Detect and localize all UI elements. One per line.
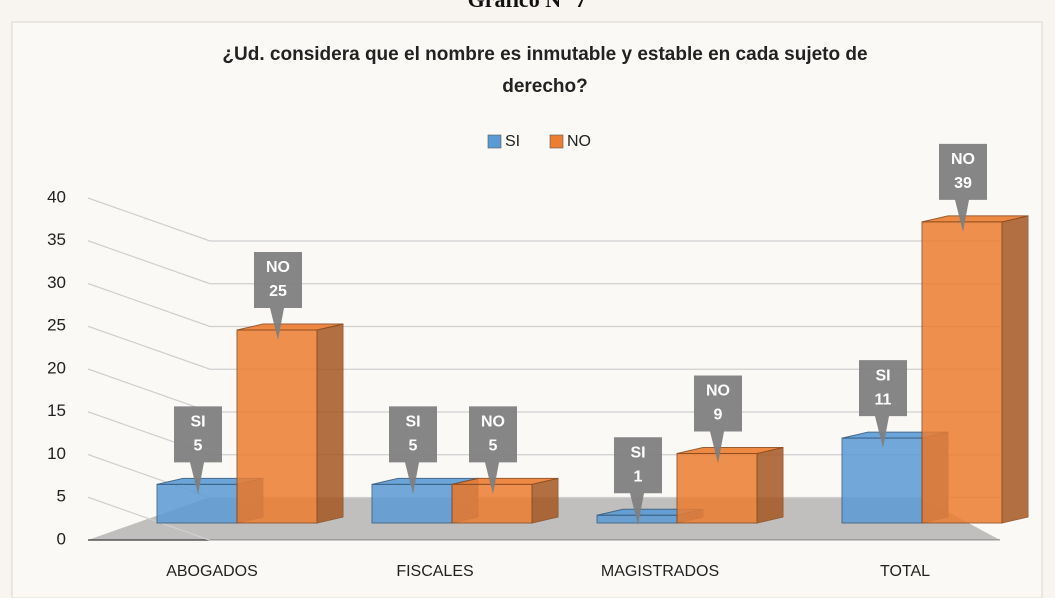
- y-tick-label: 15: [47, 401, 66, 420]
- data-label: 39: [954, 175, 972, 192]
- legend-swatch: [549, 134, 564, 149]
- y-tick-label: 40: [47, 187, 66, 206]
- data-label: SI: [190, 414, 205, 431]
- data-label: 5: [194, 438, 203, 455]
- bar-side: [531, 477, 559, 524]
- grid-line: [87, 496, 1000, 541]
- bar: [236, 329, 318, 524]
- data-label: 11: [875, 391, 892, 408]
- grid-line: [87, 282, 1000, 328]
- y-tick-label: 35: [47, 230, 66, 249]
- y-tick-label: 0: [57, 529, 66, 548]
- x-tick-label: FISCALES: [396, 563, 473, 580]
- bar: [676, 453, 758, 524]
- bar: [921, 221, 1003, 524]
- callout-box: [694, 375, 742, 464]
- callout-box: [859, 360, 907, 449]
- x-tick-label: MAGISTRADOS: [601, 563, 719, 580]
- data-label: 25: [269, 283, 287, 300]
- y-tick-label: 10: [47, 444, 66, 463]
- bar: [156, 483, 238, 524]
- bar: [841, 437, 923, 524]
- data-label: SI: [405, 414, 420, 431]
- grid-line: [87, 240, 1000, 285]
- y-tick-label: 20: [47, 358, 66, 377]
- bar-side: [1001, 215, 1029, 524]
- callout-box: [939, 143, 987, 232]
- data-label: 5: [489, 438, 498, 455]
- data-label: 5: [409, 438, 418, 455]
- data-label: NO: [481, 414, 505, 431]
- bar-side: [756, 446, 784, 524]
- grid-line: [87, 325, 1000, 370]
- chart-title: ¿Ud. considera que el nombre es inmutabl…: [222, 44, 867, 65]
- chart-title: derecho?: [502, 76, 588, 97]
- bar: [451, 483, 533, 524]
- legend-swatch: [487, 134, 502, 149]
- data-label: NO: [951, 151, 975, 168]
- legend-label: NO: [567, 133, 591, 150]
- data-label: SI: [630, 444, 645, 461]
- legend-label: SI: [505, 133, 520, 150]
- y-tick-label: 25: [47, 316, 66, 335]
- callout-box: [174, 406, 222, 495]
- bar-side: [316, 323, 344, 524]
- grid-line: [87, 197, 1000, 242]
- callout-box: [469, 406, 517, 495]
- y-tick-label: 30: [47, 273, 66, 292]
- data-label: NO: [706, 383, 730, 400]
- data-label: NO: [266, 259, 290, 276]
- x-tick-label: TOTAL: [880, 563, 930, 580]
- x-tick-label: ABOGADOS: [166, 563, 258, 580]
- callout-box: [254, 252, 302, 340]
- data-label: 9: [714, 407, 723, 424]
- callout-box: [389, 406, 437, 495]
- y-tick-label: 5: [57, 487, 66, 506]
- heading: Gráfico N° 7: [468, 0, 587, 12]
- callout-box: [614, 437, 662, 526]
- data-label: 1: [634, 468, 643, 485]
- data-label: SI: [875, 367, 890, 384]
